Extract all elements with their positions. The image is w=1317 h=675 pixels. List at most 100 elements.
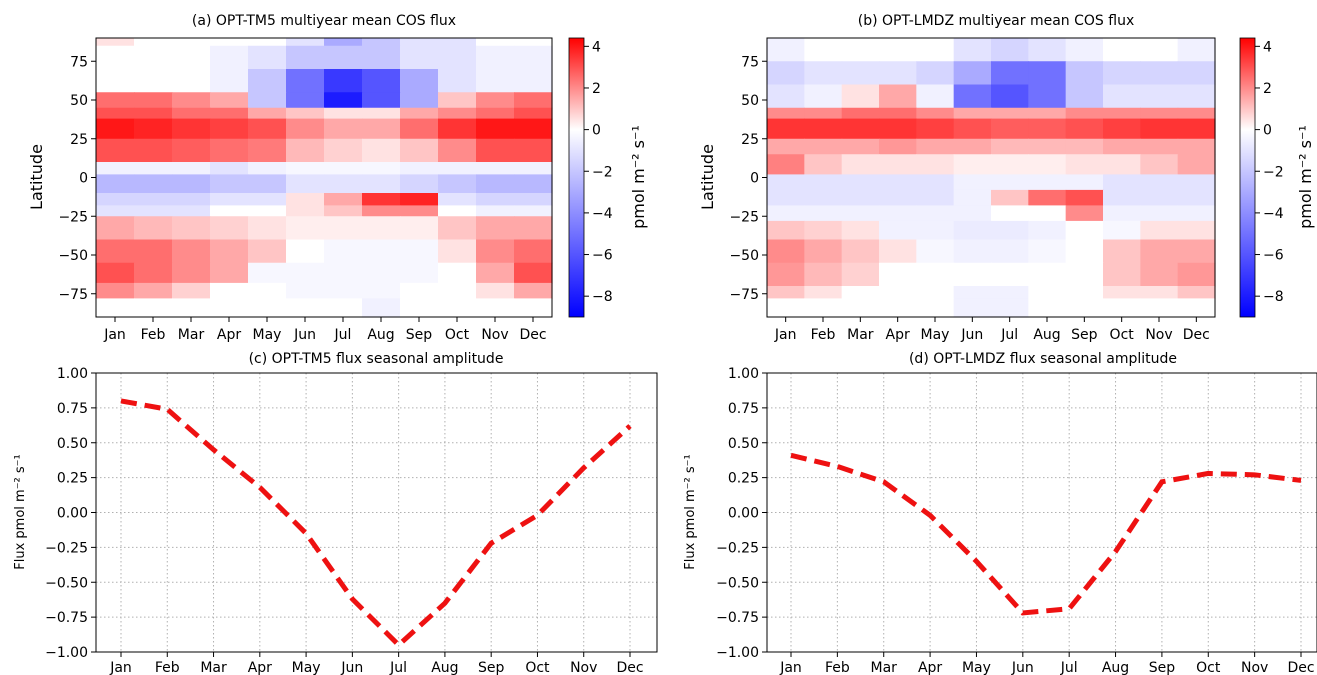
heat-cell-b-11-1 [804, 239, 843, 264]
heat-cell-a-15-8 [400, 298, 439, 318]
colorbar-b-tick-label: −6 [1263, 248, 1284, 264]
heat-cell-a-13-5 [286, 262, 325, 284]
heat-cell-b-12-9 [1103, 262, 1141, 287]
heat-cell-a-5-10 [476, 118, 515, 140]
panel-a-xtick-label: Aug [367, 327, 394, 343]
heat-cell-a-3-2 [172, 92, 211, 109]
heat-cell-b-13-0 [767, 286, 805, 299]
colorbar-a: 4 2 0 −2 −4 −6 −8 pmol m⁻² s⁻¹ [568, 37, 648, 318]
heat-cell-a-5-7 [362, 118, 401, 140]
heat-cell-a-2-0 [96, 69, 135, 93]
heat-cell-b-9-10 [1140, 205, 1179, 222]
heat-cell-b-11-9 [1103, 239, 1141, 264]
heat-cell-a-4-6 [324, 107, 363, 120]
heat-cell-a-7-6 [324, 162, 363, 175]
panel-c-ytick-label: 0.75 [57, 401, 88, 417]
heat-cell-a-14-8 [400, 282, 439, 299]
heat-cell-b-2-11 [1177, 84, 1216, 109]
heat-cell-b-0-11 [1177, 38, 1216, 62]
heat-cell-a-1-10 [476, 45, 515, 70]
heat-cell-a-11-11 [514, 216, 553, 241]
heat-cell-a-12-0 [96, 239, 135, 264]
heat-cell-a-10-3 [210, 205, 249, 217]
heat-cell-a-10-1 [134, 205, 173, 217]
heat-cell-b-13-7 [1028, 286, 1067, 299]
panel-d-xtick-label: May [962, 660, 991, 675]
heat-cell-a-11-0 [96, 216, 135, 241]
panel-d-ytick-label: 0.50 [728, 436, 759, 452]
heat-cell-a-5-3 [210, 118, 249, 140]
panel-a-ylabel: Latitude [27, 144, 46, 210]
heat-cell-a-15-9 [438, 298, 477, 318]
heat-cell-a-6-11 [514, 138, 553, 163]
heat-cell-b-5-11 [1177, 138, 1216, 155]
panel-d: (d) OPT-LMDZ flux seasonal amplitude Flu… [683, 351, 1317, 675]
heat-cell-a-6-9 [438, 138, 477, 163]
heat-cell-a-4-1 [134, 107, 173, 120]
heat-cell-a-9-1 [134, 193, 173, 206]
heat-cell-a-6-6 [324, 138, 363, 163]
panel-c-ytick-label: −0.75 [45, 610, 88, 626]
heat-cell-b-14-6 [991, 298, 1029, 318]
heat-cell-b-11-11 [1177, 239, 1216, 264]
colorbar-b-tick-label: −8 [1263, 289, 1284, 305]
panel-b-xtick-label: Oct [1110, 327, 1135, 343]
heat-cell-b-1-9 [1103, 61, 1141, 86]
panel-c: (c) OPT-TM5 flux seasonal amplitude Flux… [13, 351, 658, 675]
heat-cell-b-8-8 [1065, 189, 1104, 206]
heat-cell-a-15-0 [96, 298, 135, 318]
heat-cell-b-4-3 [879, 118, 917, 140]
heat-cell-b-9-11 [1177, 205, 1216, 222]
heat-cell-a-15-4 [248, 298, 287, 318]
panel-d-ylabel: Flux pmol m⁻² s⁻¹ [683, 454, 698, 569]
heat-cell-a-7-2 [172, 162, 211, 175]
heat-cell-b-3-8 [1065, 107, 1104, 120]
heat-cell-b-1-4 [916, 61, 955, 86]
heat-cell-b-1-10 [1140, 61, 1179, 86]
heat-cell-b-4-6 [991, 118, 1029, 140]
heat-cell-a-9-2 [172, 193, 211, 206]
heat-cell-a-12-5 [286, 239, 325, 264]
heat-cell-b-0-6 [991, 38, 1029, 62]
heat-cell-b-6-9 [1103, 154, 1141, 175]
panel-c-grid [96, 372, 657, 653]
heat-cell-b-5-0 [767, 138, 805, 155]
panel-d-ytick-label: 0.25 [728, 471, 759, 487]
heat-cell-b-2-8 [1065, 84, 1104, 109]
heat-cell-a-14-4 [248, 282, 287, 299]
heat-cell-b-13-6 [991, 286, 1029, 299]
panel-d-ytick-label: 0.00 [728, 506, 759, 522]
heat-cell-a-8-2 [172, 174, 211, 194]
heat-cell-b-11-2 [841, 239, 880, 264]
heat-cell-a-10-5 [286, 205, 325, 217]
heat-cell-b-7-0 [767, 174, 805, 191]
heat-cell-a-5-8 [400, 118, 439, 140]
heat-cell-b-2-10 [1140, 84, 1179, 109]
heat-cell-a-14-11 [514, 282, 553, 299]
heat-cell-a-0-11 [514, 38, 553, 47]
heat-cell-a-12-8 [400, 239, 439, 264]
panel-d-xtick-label: Mar [871, 660, 898, 675]
heat-cell-a-5-11 [514, 118, 553, 140]
heat-cell-a-2-2 [172, 69, 211, 93]
heat-cell-a-4-9 [438, 107, 477, 120]
heat-cell-a-8-0 [96, 174, 135, 194]
heat-cell-b-6-8 [1065, 154, 1104, 175]
heat-cell-a-7-11 [514, 162, 553, 175]
heat-cell-b-4-0 [767, 118, 805, 140]
heat-cell-a-12-1 [134, 239, 173, 264]
heat-cell-a-7-7 [362, 162, 401, 175]
heat-cell-a-0-9 [438, 38, 477, 47]
heat-cell-a-6-0 [96, 138, 135, 163]
heat-cell-b-0-2 [841, 38, 880, 62]
heat-cell-b-0-8 [1065, 38, 1104, 62]
heat-cell-b-5-10 [1140, 138, 1179, 155]
heat-cell-b-3-0 [767, 107, 805, 120]
heat-cell-a-7-4 [248, 162, 287, 175]
heat-cell-b-8-6 [991, 189, 1029, 206]
heat-cell-b-13-8 [1065, 286, 1104, 299]
heat-cell-a-8-5 [286, 174, 325, 194]
panel-c-xtick-label: Jul [389, 660, 407, 675]
heat-cell-a-4-3 [210, 107, 249, 120]
heat-cell-a-12-2 [172, 239, 211, 264]
